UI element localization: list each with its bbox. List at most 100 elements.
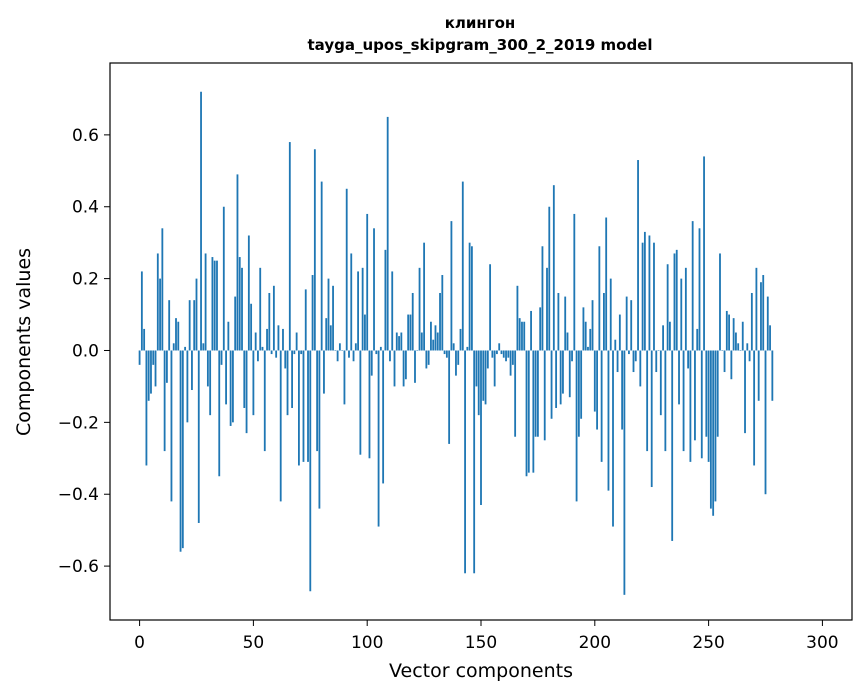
bar-143 [464,350,466,574]
bar-80 [320,181,323,351]
bar-70 [298,350,300,466]
bar-263 [737,343,740,351]
bar-96 [357,271,359,351]
bar-67 [291,350,293,408]
bar-102 [370,350,373,376]
bar-154 [489,264,492,351]
bar-257 [723,350,726,373]
bar-138 [452,343,455,351]
bar-89 [341,350,344,351]
bar-129 [432,339,435,351]
bar-60 [275,350,278,358]
bar-241 [687,350,690,369]
bar-157 [496,350,498,355]
bar-47 [245,350,248,434]
bar-190 [571,350,573,362]
bar-112 [393,350,396,387]
bar-81 [323,350,325,394]
bar-106 [379,346,382,351]
bar-59 [272,285,275,351]
bar-40 [229,350,232,426]
bar-252 [712,350,715,516]
bar-148 [475,350,478,387]
chart-subtitle: tayga_upos_skipgram_300_2_2019 model [308,36,653,54]
bar-4 [147,350,150,401]
bar-5 [150,350,152,394]
bar-261 [732,318,735,351]
x-tick-label: 150 [465,633,497,653]
bar-163 [509,350,512,376]
bar-245 [696,328,699,351]
bar-217 [632,350,635,373]
bar-194 [580,350,583,419]
bar-13 [168,300,171,351]
bar-116 [402,350,405,387]
bar-172 [530,310,532,351]
bar-179 [546,267,548,351]
bar-10 [161,228,164,351]
bar-126 [425,350,428,369]
bar-265 [741,321,744,351]
bar-18 [179,350,182,552]
bar-104 [375,350,378,355]
bar-57 [268,292,271,351]
bar-97 [359,350,362,455]
bar-168 [521,321,523,351]
bar-268 [748,350,751,362]
bar-109 [386,116,389,351]
bar-114 [398,336,400,351]
bar-266 [744,350,746,434]
bar-3 [145,350,148,466]
bar-277 [769,325,771,351]
bar-198 [589,328,592,351]
bar-197 [587,346,589,351]
bar-29 [204,253,207,351]
bar-30 [206,350,209,387]
bar-19 [181,350,184,549]
y-tick-label: 0.2 [72,270,99,290]
bar-124 [420,332,423,351]
bar-182 [552,185,555,351]
bar-91 [345,188,348,351]
bar-36 [220,350,223,365]
bar-145 [468,242,471,351]
bar-100 [366,213,369,351]
bar-20 [184,346,187,351]
bar-120 [411,292,414,351]
bar-38 [225,350,227,405]
x-tick-label: 200 [579,633,611,653]
bar-31 [209,350,212,416]
bar-177 [541,246,544,351]
bar-94 [352,350,355,362]
bar-84 [329,325,332,351]
bar-181 [550,350,553,419]
bar-191 [573,213,576,351]
bar-212 [621,350,624,430]
chart-title: клингон [445,14,516,32]
bar-90 [343,350,346,405]
bar-22 [188,300,191,351]
bar-235 [673,253,676,351]
bar-173 [532,350,535,473]
bar-44 [238,257,241,351]
bar-73 [304,289,307,351]
bar-220 [639,350,642,387]
bar-187 [564,296,567,351]
bar-237 [678,350,680,405]
bar-83 [327,278,330,351]
bar-155 [491,350,494,358]
bar-162 [507,350,510,358]
bar-134 [443,350,446,355]
bar-12 [165,350,168,383]
bar-228 [657,350,660,351]
bar-6 [152,350,155,365]
bar-137 [450,221,453,351]
bar-51 [254,332,257,351]
bar-276 [766,296,769,351]
bar-1 [140,271,143,351]
bar-199 [591,300,594,351]
bar-24 [193,300,196,351]
bar-222 [643,231,646,351]
bar-48 [247,235,250,351]
